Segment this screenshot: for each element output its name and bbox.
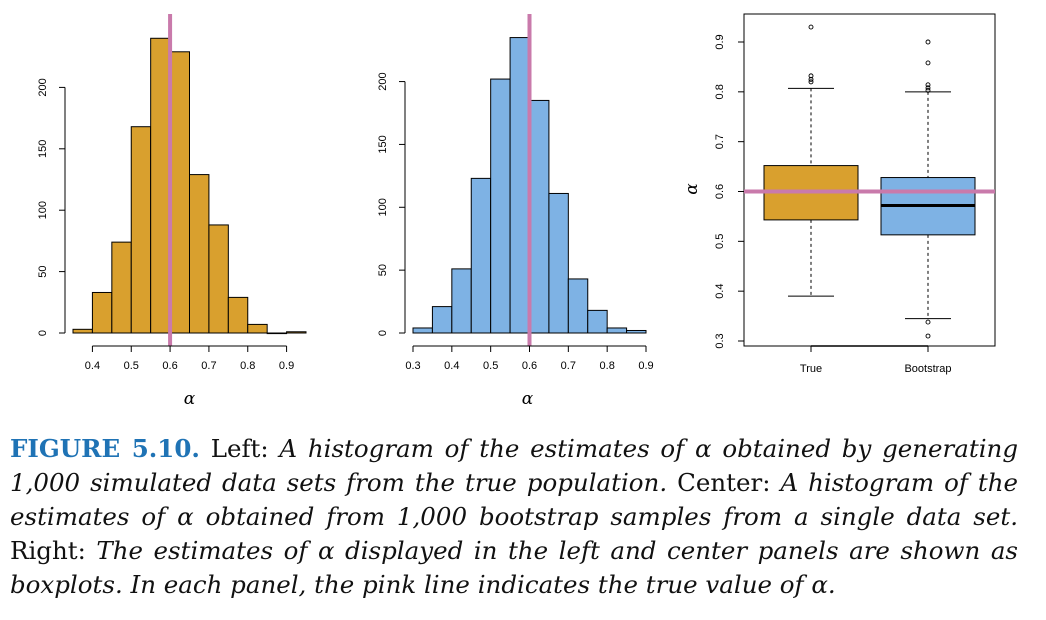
left-histogram-panel: 0 50 100 150 200 0.4 0.5 0.6 0.7 0.8 0.9 α	[37, 14, 307, 409]
y-tick-label: 0	[37, 330, 49, 336]
left-histogram-bar	[208, 224, 229, 334]
y-tick-label: 0.6	[714, 184, 726, 199]
y-axis-label: α	[682, 183, 702, 195]
caption-center-text: A histogram of the estimates of α obtain…	[10, 468, 1019, 531]
x-tick-label: 0.9	[638, 360, 653, 372]
left-histogram-bar	[189, 174, 210, 334]
y-tick-label: 150	[377, 135, 389, 153]
caption-right-text: The estimates of α displayed in the left…	[10, 536, 1018, 599]
y-tick-label: 0.3	[714, 333, 726, 348]
left-histogram-bar	[169, 51, 190, 334]
caption-left-text: A histogram of the estimates of α obtain…	[10, 434, 1018, 497]
x-tick-label: 0.7	[561, 360, 576, 372]
caption-center-head: Center:	[677, 468, 771, 497]
left-histogram-bar	[247, 323, 268, 334]
y-tick-label: 50	[377, 264, 389, 276]
center-histogram-bar	[626, 329, 647, 334]
center-histogram-bar	[587, 309, 608, 334]
boxplot-bootstrap	[880, 39, 976, 339]
outlier-point	[925, 82, 931, 88]
left-histogram-bar	[227, 296, 249, 334]
x-tick-label: 0.8	[240, 360, 255, 372]
y-tick-label: 150	[37, 140, 49, 158]
x-tick-label: 0.6	[162, 360, 177, 372]
outlier-point	[808, 76, 814, 82]
y-tick-label: 100	[377, 198, 389, 216]
x-axis-label: α	[522, 389, 534, 409]
center-histogram-bar	[529, 99, 550, 334]
x-tick-label: 0.5	[483, 360, 498, 372]
x-axis-label: α	[184, 389, 196, 409]
outlier-point	[925, 333, 931, 339]
caption-left-head: Left:	[210, 434, 269, 463]
left-histogram-bar	[150, 37, 171, 334]
center-histogram-panel: 0 50 100 150 200 0.3 0.4 0.5 0.6 0.7 0.8 0.9 α	[377, 14, 654, 409]
figure-caption: FIGURE 5.10. Left: A histogram of the es…	[10, 432, 1018, 602]
x-tick-label: 0.3	[405, 360, 420, 372]
y-tick-label: 0.5	[714, 234, 726, 249]
left-histogram-bar	[91, 291, 113, 334]
center-histogram-bar	[451, 268, 472, 334]
x-tick-label: 0.5	[124, 360, 139, 372]
outlier-point	[808, 24, 814, 30]
outlier-point	[925, 85, 931, 91]
center-histogram-bar	[548, 192, 569, 334]
x-tick-label: 0.4	[444, 360, 459, 372]
caption-figure-label: FIGURE 5.10.	[10, 434, 200, 463]
figure-5-10: 0 50 100 150 200 0.4 0.5 0.6 0.7 0.8 0.9 α 0 50 100 15…	[37, 13, 996, 409]
outlier-point	[925, 39, 931, 45]
y-tick-label: 200	[377, 72, 389, 90]
x-tick-label: 0.7	[201, 360, 216, 372]
left-histogram-bar	[266, 332, 288, 335]
right-boxplot-panel: 0.3 0.4 0.5 0.6 0.7 0.8 0.9 True Bootstrap α	[682, 13, 996, 375]
y-tick-label: 0.8	[714, 84, 726, 99]
y-tick-label: 0.7	[714, 134, 726, 149]
left-histogram-bar	[130, 126, 152, 334]
y-tick-label: 100	[37, 201, 49, 219]
y-tick-label: 0	[377, 330, 389, 336]
y-tick-label: 50	[37, 265, 49, 277]
x-tick-label: 0.8	[600, 360, 615, 372]
outlier-point	[925, 319, 931, 325]
caption-right-head: Right:	[10, 536, 86, 565]
left-histogram-bar	[111, 241, 132, 334]
outlier-point	[808, 73, 814, 79]
center-histogram-bar	[412, 327, 433, 334]
outlier-point	[925, 87, 931, 93]
left-histogram-bar	[286, 331, 307, 334]
y-tick-label: 0.9	[714, 34, 726, 49]
y-tick-label: 0.4	[714, 284, 726, 299]
x-tick-label: Bootstrap	[904, 363, 951, 375]
outlier-point	[808, 79, 814, 85]
x-tick-label: True	[800, 363, 822, 375]
x-tick-label: 0.4	[85, 360, 100, 372]
center-histogram-bar	[606, 327, 628, 334]
center-histogram-bar	[470, 177, 492, 334]
center-histogram-bar	[490, 78, 511, 334]
center-histogram-bar	[509, 37, 531, 334]
center-histogram-bar	[431, 306, 453, 334]
x-tick-label: 0.9	[279, 360, 294, 372]
outlier-point	[925, 60, 931, 66]
boxplot-true	[763, 24, 859, 297]
left-histogram-bar	[72, 328, 93, 334]
y-tick-label: 200	[37, 78, 49, 96]
center-histogram-bar	[567, 278, 589, 334]
x-tick-label: 0.6	[522, 360, 537, 372]
